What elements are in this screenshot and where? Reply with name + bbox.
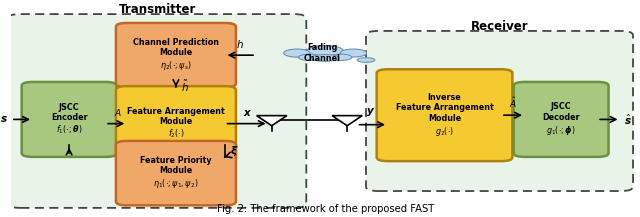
Ellipse shape — [311, 54, 339, 61]
FancyBboxPatch shape — [8, 14, 307, 208]
FancyBboxPatch shape — [116, 23, 236, 87]
Ellipse shape — [307, 46, 344, 56]
Text: $\hat{\boldsymbol{s}}$: $\hat{\boldsymbol{s}}$ — [623, 112, 632, 127]
Text: Transmitter: Transmitter — [118, 3, 196, 16]
FancyBboxPatch shape — [116, 141, 236, 205]
Text: JSCC
Encoder
$f_1(\cdot;\boldsymbol{\theta})$: JSCC Encoder $f_1(\cdot;\boldsymbol{\the… — [51, 103, 88, 136]
Text: $\boldsymbol{x}$: $\boldsymbol{x}$ — [243, 108, 253, 118]
Text: Feature Priority
Module
$\eta_1(\cdot;\psi_1,\psi_2)$: Feature Priority Module $\eta_1(\cdot;\p… — [140, 156, 212, 190]
Text: JSCC
Decoder
$g_1(\cdot;\boldsymbol{\phi})$: JSCC Decoder $g_1(\cdot;\boldsymbol{\phi… — [542, 102, 580, 136]
FancyBboxPatch shape — [116, 86, 236, 161]
Ellipse shape — [284, 49, 310, 57]
Polygon shape — [257, 116, 287, 126]
Text: Inverse
Feature Arrangement
Module
$g_2(\cdot)$: Inverse Feature Arrangement Module $g_2(… — [396, 93, 493, 138]
Text: $\boldsymbol{s}$: $\boldsymbol{s}$ — [0, 114, 8, 124]
Text: $\tilde{h}$: $\tilde{h}$ — [181, 79, 189, 94]
FancyBboxPatch shape — [514, 82, 609, 157]
FancyBboxPatch shape — [366, 31, 633, 191]
Text: $h$: $h$ — [236, 38, 244, 50]
Ellipse shape — [340, 49, 367, 57]
Text: Receiver: Receiver — [470, 20, 528, 33]
Text: $\boldsymbol{y}$: $\boldsymbol{y}$ — [366, 106, 375, 118]
Text: Feature Arrangement
Module
$f_2(\cdot)$: Feature Arrangement Module $f_2(\cdot)$ — [127, 107, 225, 140]
Text: Fading
Channel: Fading Channel — [303, 43, 340, 63]
Text: $\boldsymbol{\xi}$: $\boldsymbol{\xi}$ — [230, 144, 238, 158]
FancyBboxPatch shape — [22, 82, 116, 157]
Text: $\hat{A}$: $\hat{A}$ — [509, 95, 517, 110]
Text: Channel Prediction
Module
$\eta_2(\cdot;\psi_s)$: Channel Prediction Module $\eta_2(\cdot;… — [133, 38, 219, 72]
Ellipse shape — [330, 54, 352, 61]
Text: $A$: $A$ — [114, 107, 122, 118]
Text: Fig. 2: The framework of the proposed FAST: Fig. 2: The framework of the proposed FA… — [216, 204, 434, 214]
Ellipse shape — [357, 58, 375, 62]
Polygon shape — [332, 116, 362, 126]
Ellipse shape — [298, 54, 321, 61]
FancyBboxPatch shape — [377, 69, 513, 161]
